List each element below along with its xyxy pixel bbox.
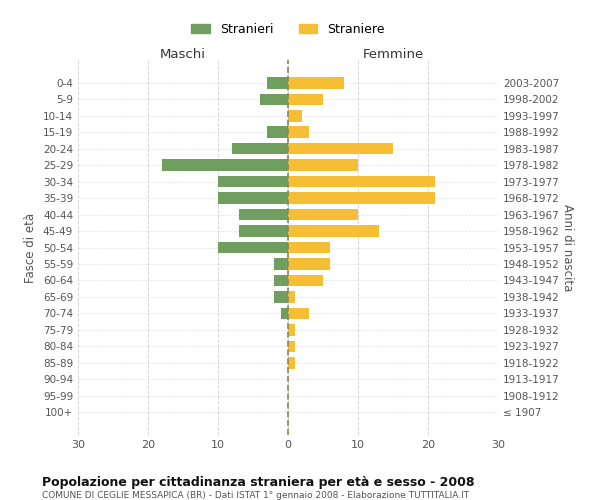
- Bar: [288, 110, 302, 122]
- Text: Popolazione per cittadinanza straniera per età e sesso - 2008: Popolazione per cittadinanza straniera p…: [42, 476, 475, 489]
- Bar: [288, 94, 323, 105]
- Bar: [232, 143, 288, 154]
- Bar: [288, 308, 309, 319]
- Text: Maschi: Maschi: [160, 48, 206, 62]
- Bar: [288, 160, 358, 171]
- Bar: [218, 192, 288, 204]
- Bar: [288, 226, 379, 237]
- Bar: [274, 291, 288, 302]
- Bar: [218, 176, 288, 188]
- Bar: [239, 209, 288, 220]
- Bar: [288, 192, 435, 204]
- Bar: [288, 274, 323, 286]
- Text: COMUNE DI CEGLIE MESSAPICA (BR) - Dati ISTAT 1° gennaio 2008 - Elaborazione TUTT: COMUNE DI CEGLIE MESSAPICA (BR) - Dati I…: [42, 491, 469, 500]
- Bar: [162, 160, 288, 171]
- Bar: [218, 242, 288, 254]
- Bar: [267, 126, 288, 138]
- Bar: [288, 357, 295, 368]
- Bar: [288, 324, 295, 336]
- Bar: [288, 126, 309, 138]
- Legend: Stranieri, Straniere: Stranieri, Straniere: [186, 18, 390, 40]
- Bar: [260, 94, 288, 105]
- Bar: [267, 77, 288, 88]
- Bar: [288, 176, 435, 188]
- Bar: [239, 226, 288, 237]
- Bar: [274, 274, 288, 286]
- Bar: [288, 209, 358, 220]
- Bar: [288, 77, 344, 88]
- Y-axis label: Anni di nascita: Anni di nascita: [560, 204, 574, 291]
- Bar: [288, 340, 295, 352]
- Bar: [274, 258, 288, 270]
- Bar: [288, 242, 330, 254]
- Y-axis label: Fasce di età: Fasce di età: [25, 212, 37, 282]
- Bar: [288, 291, 295, 302]
- Bar: [288, 143, 393, 154]
- Text: Femmine: Femmine: [362, 48, 424, 62]
- Bar: [288, 258, 330, 270]
- Bar: [281, 308, 288, 319]
